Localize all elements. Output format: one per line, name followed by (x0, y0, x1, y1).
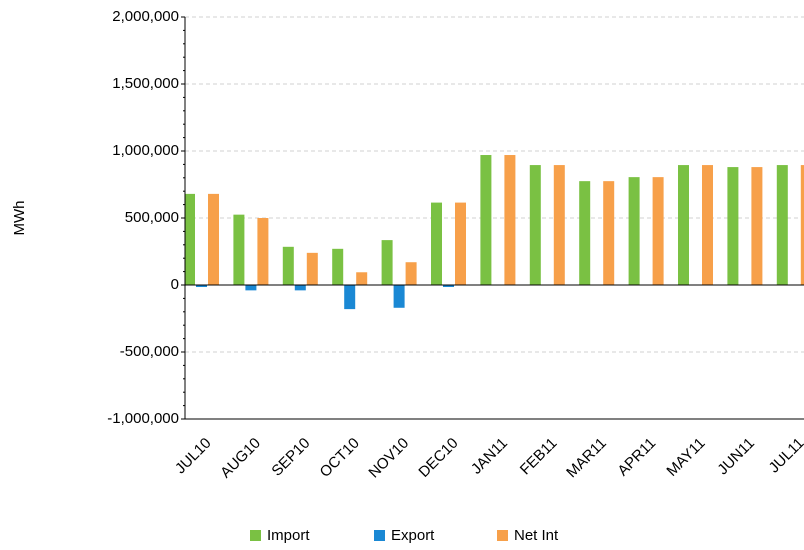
y-tick-label: 1,000,000 (112, 142, 179, 159)
x-tick-label: JAN11 (468, 435, 511, 478)
bar (208, 193, 219, 285)
x-tick-label: JUL10 (172, 435, 215, 478)
bar (504, 155, 516, 285)
bar (553, 165, 565, 285)
x-tick-label: OCT10 (317, 435, 363, 481)
y-tick-label: -1,000,000 (107, 410, 179, 427)
bar (529, 165, 541, 285)
bar (443, 285, 454, 288)
bar (480, 155, 492, 285)
bar (751, 167, 763, 285)
legend-swatch (497, 530, 508, 541)
bar (652, 177, 664, 285)
bar (306, 252, 318, 285)
bar (196, 285, 207, 288)
x-tick-label: AUG10 (217, 435, 264, 482)
legend-swatch (250, 530, 261, 541)
bars (185, 155, 804, 310)
y-axis-label: MWh (11, 201, 28, 236)
bar (344, 285, 356, 310)
x-tick-label: APR11 (614, 435, 659, 480)
bar (381, 240, 393, 285)
y-tick-label: 1,500,000 (112, 75, 179, 92)
x-tick-label: JUN11 (714, 435, 758, 479)
x-tick-label: DEC10 (415, 435, 461, 481)
bar (702, 165, 713, 285)
bar (579, 181, 591, 285)
x-tick-label: JUL11 (766, 435, 804, 477)
bar (628, 177, 640, 285)
bar (431, 202, 442, 285)
y-tick-label: -500,000 (120, 343, 179, 360)
y-tick-label: 500,000 (125, 209, 179, 226)
bar (185, 193, 195, 285)
legend-label: Net Int (514, 527, 559, 544)
legend-label: Export (391, 527, 435, 544)
bar (727, 167, 739, 285)
x-tick-label: FEB11 (517, 435, 561, 479)
legend-label: Import (267, 527, 310, 544)
bar (455, 202, 466, 285)
x-tick-label: NOV10 (365, 435, 412, 482)
bar (356, 272, 368, 285)
bar (294, 285, 306, 291)
bar (393, 285, 405, 308)
x-tick-label: MAY11 (663, 435, 708, 480)
x-tick-label: SEP10 (268, 435, 313, 480)
y-tick-label: 0 (171, 276, 179, 293)
bar (800, 165, 804, 285)
bar (245, 285, 257, 291)
y-tick-label: 2,000,000 (112, 8, 179, 25)
bar (678, 165, 689, 285)
bar (603, 181, 615, 285)
bar (405, 262, 417, 285)
legend-swatch (374, 530, 385, 541)
bar (776, 165, 788, 285)
bar (233, 214, 245, 285)
bar (257, 218, 269, 285)
bar (282, 246, 294, 285)
bar (332, 248, 344, 285)
x-tick-label: MAR11 (563, 435, 610, 482)
